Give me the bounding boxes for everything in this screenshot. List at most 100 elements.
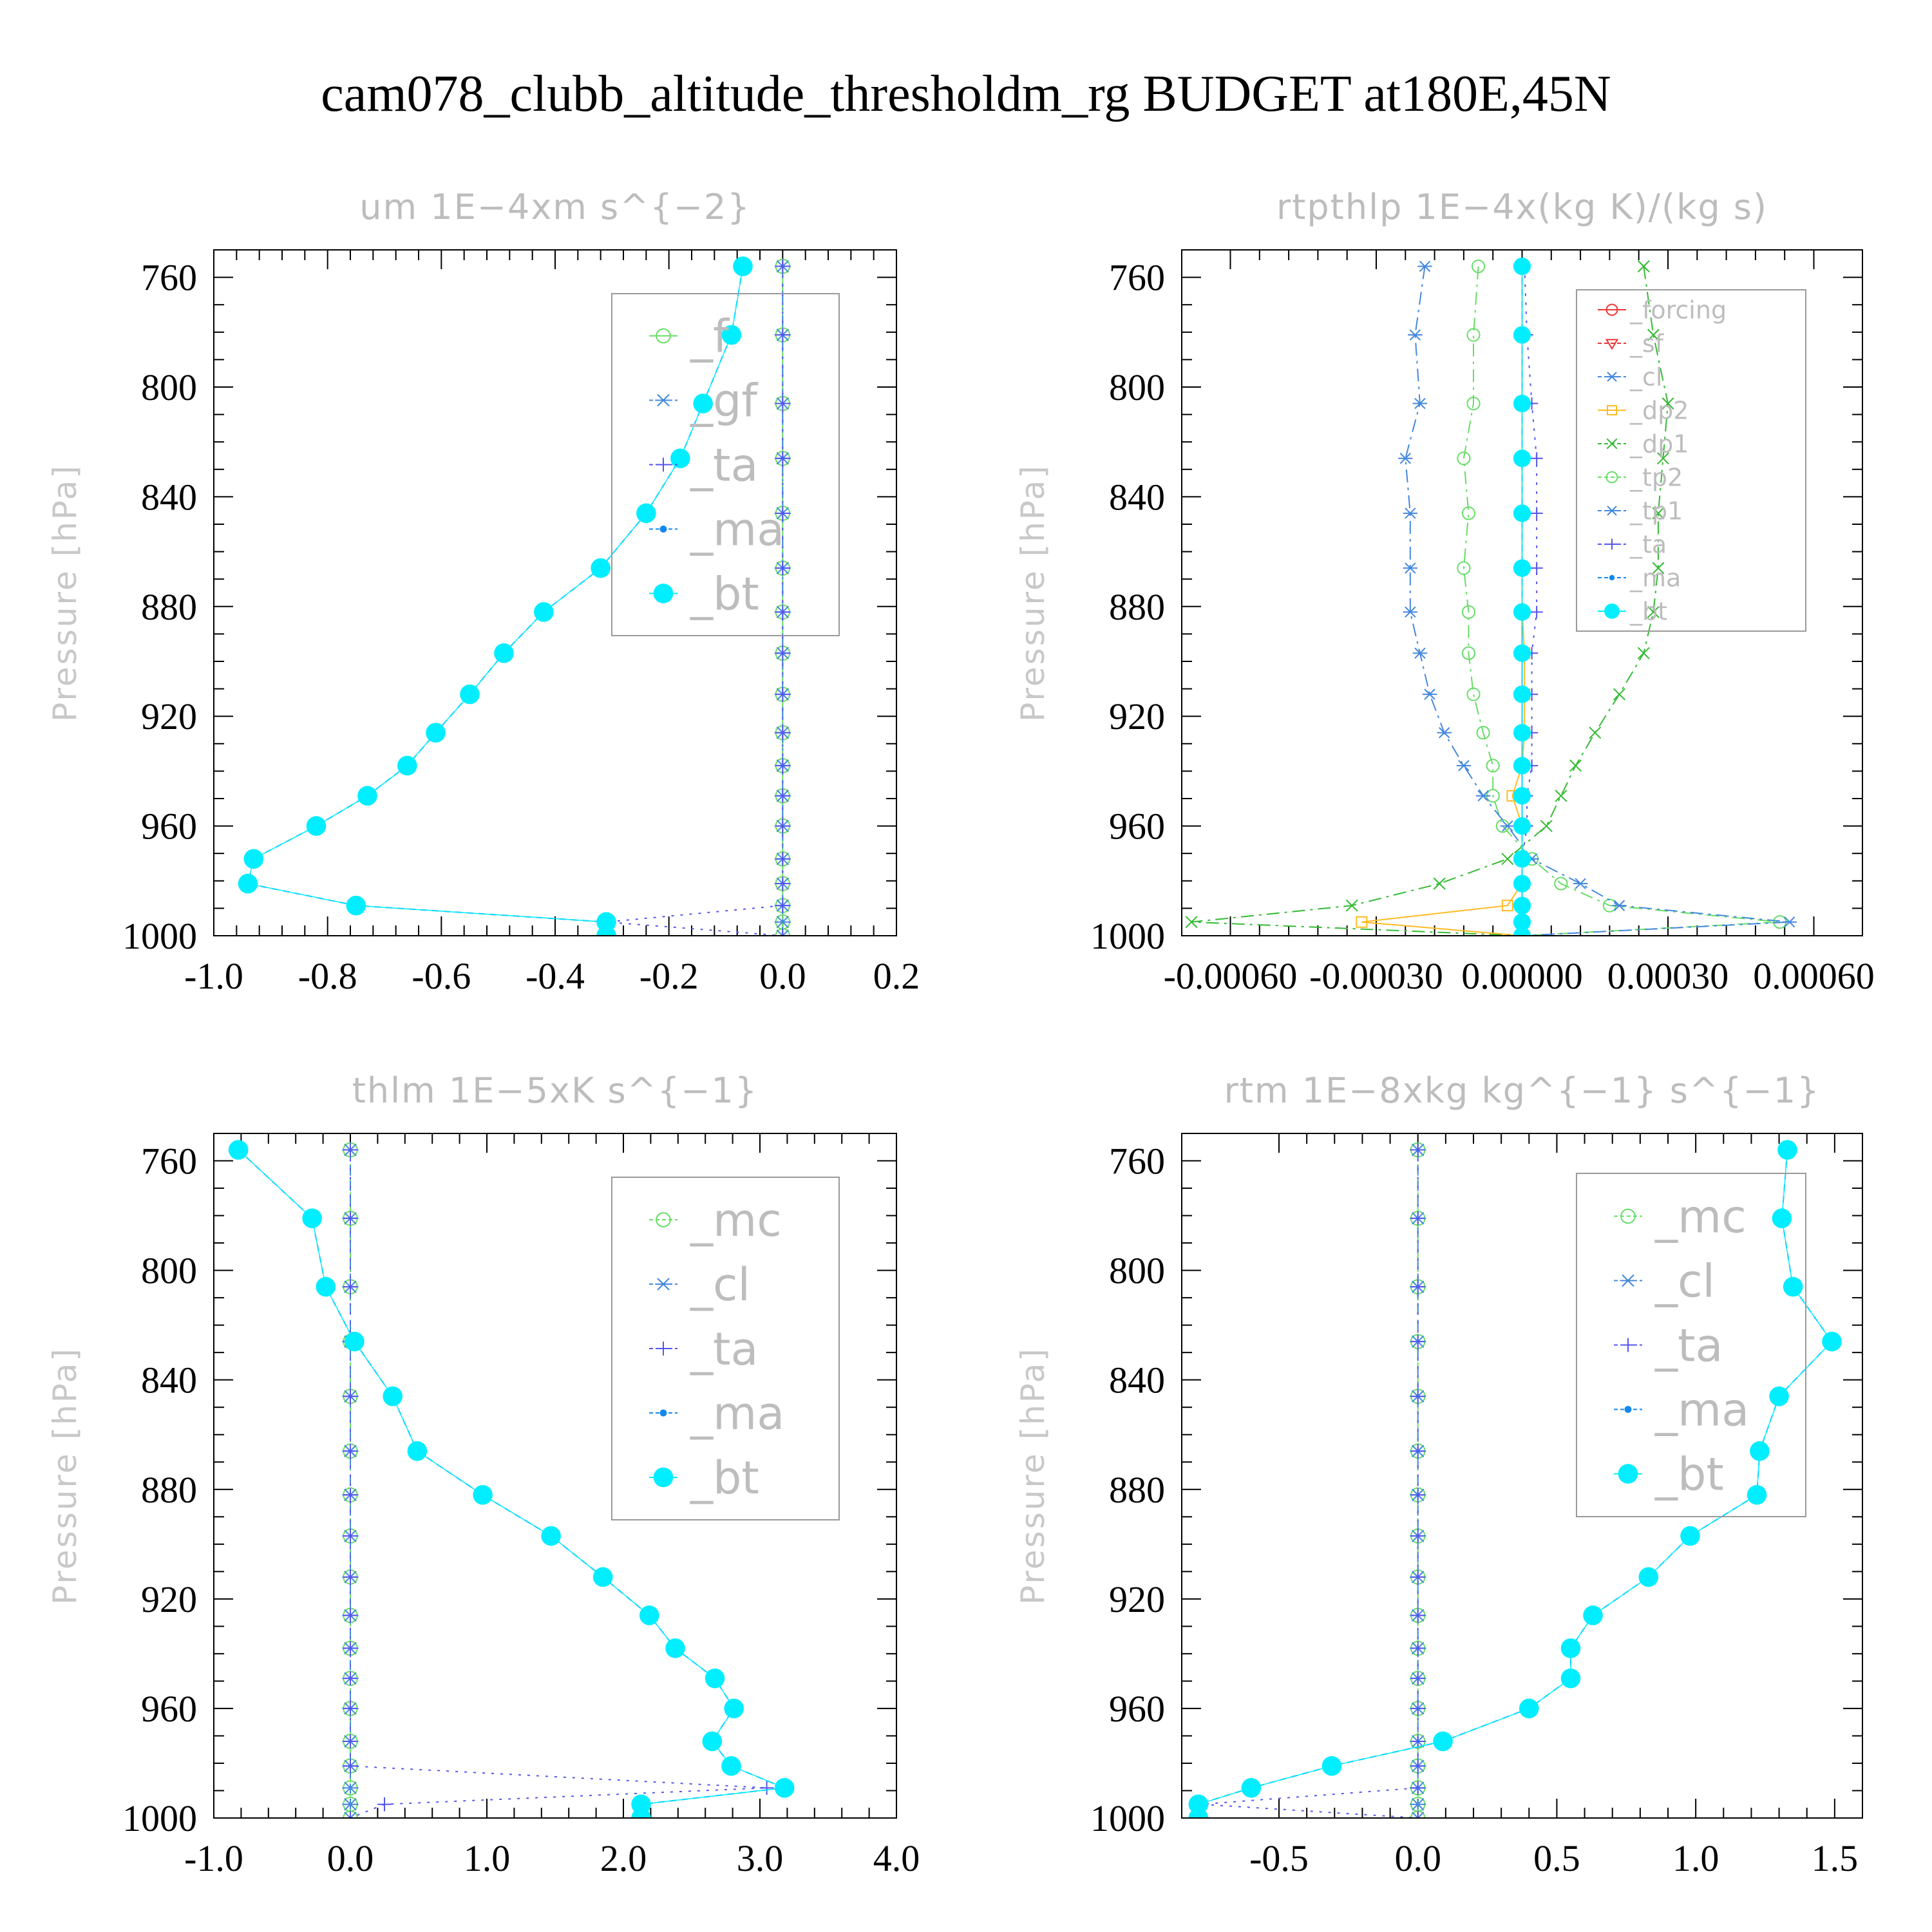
x-tick-label: 1.5 [1812, 1837, 1859, 1879]
marker-bt [653, 1467, 674, 1488]
marker-bt [1513, 787, 1531, 805]
marker-ta [775, 396, 790, 411]
marker-bt [592, 1567, 613, 1587]
marker-ta [1530, 507, 1543, 520]
marker-dp1 [1647, 605, 1660, 618]
marker-ta [343, 1701, 357, 1716]
legend-label: _mc [690, 1194, 782, 1247]
marker-ta [343, 1211, 357, 1226]
y-tick-label: 960 [141, 1688, 197, 1730]
marker-bt [1513, 603, 1531, 621]
marker-dp1 [1652, 507, 1665, 520]
marker-tp2 [1461, 506, 1476, 520]
marker-ta [1530, 452, 1543, 465]
marker-bt [1772, 1208, 1792, 1229]
marker-ta [775, 788, 790, 803]
marker-tp1 [1403, 562, 1418, 574]
legend-label: _ma [1654, 1384, 1749, 1437]
panel-title: rtpthlp 1E−4x(kg K)/(kg s) [1276, 187, 1768, 227]
legend-label: _bt [690, 1452, 759, 1504]
legend-item-tp1: _tp1 [1598, 497, 1683, 526]
marker-bt [733, 256, 753, 276]
plot-frame [213, 1133, 897, 1819]
marker-ta [1410, 1488, 1425, 1502]
marker-cl [1410, 1798, 1426, 1811]
marker-dp1 [1345, 899, 1358, 912]
marker-ta [775, 605, 790, 620]
legend-label: _ta [1629, 531, 1667, 559]
legend: _forcing _sf _cl _dp2 _dp1 _tp2 _tp1 _ta _ma _bt [1576, 289, 1806, 632]
marker-tp1 [1782, 916, 1797, 928]
marker-bt [721, 325, 742, 345]
marker-bt [1513, 927, 1531, 936]
legend-label: _ma [690, 1387, 784, 1440]
marker-bt [1321, 1756, 1342, 1776]
series-bt [1188, 1140, 1842, 1818]
y-axis-label: Pressure [hPa] [46, 1347, 84, 1605]
marker-tp2 [1605, 471, 1618, 484]
marker-dp1 [1569, 759, 1582, 772]
marker-ta [1410, 1671, 1425, 1685]
marker-cl [1605, 372, 1618, 382]
marker-bt [1513, 394, 1531, 413]
legend-label: _tp2 [1629, 464, 1683, 492]
marker-ta [1410, 1811, 1425, 1818]
marker-bt [1519, 1698, 1539, 1719]
panel-1: um 1E−4xm s^{−2} Pressure [hPa] 760 800 840 8… [46, 187, 920, 997]
x-tick-label: 0.0 [327, 1837, 374, 1879]
marker-bt [1513, 817, 1531, 835]
series-bt [228, 1140, 795, 1818]
marker-bt [243, 849, 264, 869]
legend-label: _dp1 [1629, 430, 1689, 459]
marker-tp1 [1403, 507, 1418, 519]
legend-box [1576, 1173, 1806, 1517]
marker-ta [1410, 1334, 1425, 1349]
y-tick-label: 880 [141, 586, 197, 628]
series-line [606, 266, 784, 936]
marker-tp1 [1412, 397, 1428, 410]
legend-item-cl: _cl [1598, 363, 1662, 392]
marker-ta [775, 687, 790, 701]
panels: um 1E−4xm s^{−2} Pressure [hPa] 760 800 840 8… [46, 187, 1875, 1879]
series-line [1361, 266, 1526, 936]
series-line [1405, 266, 1790, 936]
marker-bt [1560, 1668, 1581, 1689]
marker-ta [775, 876, 790, 891]
marker-ta [343, 1444, 357, 1459]
marker-ta [1410, 1641, 1425, 1656]
marker-ta [775, 759, 790, 773]
marker-ta [1530, 605, 1543, 618]
marker-tp1 [1412, 647, 1428, 659]
marker-dp1 [1662, 397, 1674, 410]
marker-dp1 [1613, 688, 1626, 701]
marker-dp1 [1555, 790, 1567, 802]
y-axis-label: Pressure [hPa] [1014, 1347, 1052, 1605]
marker-cl [342, 1781, 359, 1794]
marker-ta [1410, 1444, 1425, 1459]
x-tick-label: -0.00030 [1309, 955, 1443, 997]
y-tick-label: 760 [141, 1141, 197, 1182]
x-tick-label: -0.5 [1249, 1837, 1309, 1879]
panel-4: rtm 1E−8xkg kg^{−1} s^{−1} Pressure [hPa]… [1014, 1070, 1863, 1879]
marker-dp2 [1501, 900, 1513, 912]
marker-ta [1621, 1338, 1635, 1352]
series-line [1191, 266, 1669, 936]
marker-bt [460, 684, 480, 705]
marker-ta [775, 929, 790, 936]
y-tick-label: 840 [141, 1359, 197, 1401]
marker-ta [775, 851, 790, 866]
legend-label: _gf [690, 375, 758, 428]
x-tick-label: -0.4 [526, 955, 585, 997]
marker-ta [775, 646, 790, 661]
marker-dp1 [1652, 562, 1665, 574]
marker-dp1 [1637, 647, 1650, 659]
legend-label: _ma [690, 504, 784, 556]
marker-cl [1620, 1274, 1636, 1287]
marker-tp2 [1461, 605, 1476, 619]
series-bt [238, 256, 753, 936]
marker-ta [343, 1608, 357, 1623]
y-tick-label: 920 [1109, 696, 1165, 737]
figure-title: cam078_clubb_altitude_thresholdm_rg BUDG… [321, 66, 1611, 122]
marker-cl [1410, 1812, 1426, 1818]
y-tick-label: 880 [1109, 586, 1165, 628]
